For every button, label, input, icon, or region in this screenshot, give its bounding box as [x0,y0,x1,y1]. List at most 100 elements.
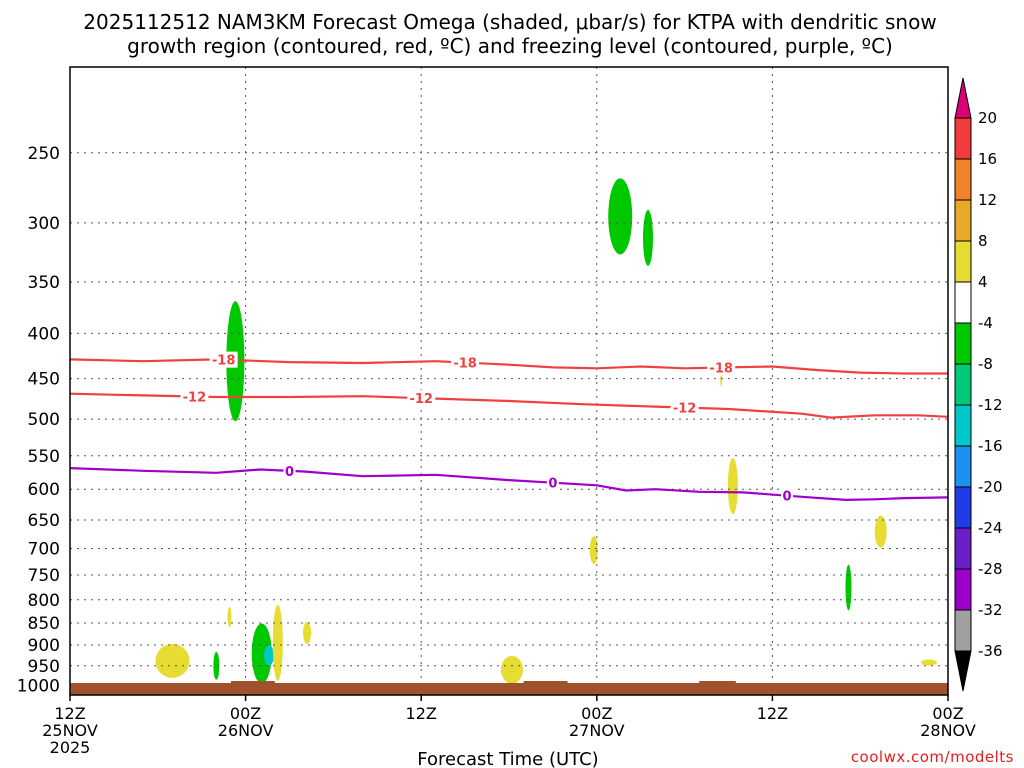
colorbar-segment [954,117,972,160]
omega-cell [643,209,654,266]
y-tick-label: 800 [28,591,60,611]
colorbar-segment [954,363,972,406]
contour-label: -12 [409,392,433,407]
omega-cell [272,604,283,681]
omega-cell [845,564,852,611]
omega-cell [155,643,190,678]
colorbar-segment [954,568,972,611]
contour-label-bg [407,390,436,407]
axes-layer: 2503003504004505005506006507007508008509… [17,66,976,757]
contour-label: 0 [285,465,294,480]
omega-cell [874,515,887,548]
y-tick-label: 600 [28,480,60,500]
y-tick-label: 400 [28,324,60,344]
contour-label-bg [781,487,794,504]
omega-cell [227,607,232,628]
x-tick-label: 00Z [932,704,963,723]
colorbar-tick-label: -24 [978,519,1003,537]
omega-cell [500,655,523,684]
omega-cell [264,645,275,666]
terrain-band [70,683,948,695]
contour-label: 0 [783,490,792,505]
plot-frame [69,66,949,696]
colorbar-segment [954,158,972,201]
chart-title-line1: 2025112512 NAM3KM Forecast Omega (shaded… [83,10,936,34]
x-tick-label: 00Z [581,704,612,723]
y-tick-label: 650 [28,511,60,531]
colorbar-segment [954,486,972,529]
colorbar-tick-label: -20 [978,478,1003,496]
contour-label-bg [451,354,480,371]
colorbar-top-arrow [954,77,972,119]
colorbar-tick-label: 12 [978,191,997,209]
colorbar-tick-label: -16 [978,437,1003,455]
chart-title-line2: growth region (contoured, red, ºC) and f… [127,34,893,58]
terrain-bump [699,681,736,684]
contour-line [69,358,948,375]
x-tick-label: 28NOV [920,721,976,740]
contour-line [69,467,949,502]
contour-label: -18 [453,357,477,372]
contour-label-bg [209,351,238,368]
x-tick-label: 27NOV [569,721,625,740]
y-tick-label: 950 [28,657,60,677]
grid-layer [70,67,948,695]
omega-cell [213,651,220,680]
colorbar: 20 16 12 8 4 -4 -8 -12 -16 -20 -24 -28 -32 -36 [954,77,1003,692]
colorbar-segment [954,322,972,365]
y-tick-label: 250 [28,144,60,164]
contour-label: -12 [183,390,207,405]
y-tick-label: 1000 [17,677,60,697]
x-tick-label: 12Z [406,704,437,723]
omega-shading-layer [155,178,937,684]
x-tick-label: 00Z [230,704,261,723]
omega-cell [727,457,738,514]
y-tick-label: 900 [28,636,60,656]
credit-text: coolwx.com/modelts [851,748,1014,766]
y-tick-label: 850 [28,614,60,634]
y-tick-label: 750 [28,566,60,586]
x-tick-label: 2025 [50,738,91,757]
omega-cell [251,623,272,684]
y-tick-label: 450 [28,370,60,390]
colorbar-segment [954,240,972,283]
contour-line [69,392,949,419]
contour-layer: -18 -18 -18 -12 -12 -12 0 0 0 [69,351,949,505]
x-tick-label: 25NOV [42,721,98,740]
omega-cell [920,659,937,666]
colorbar-segment [954,609,972,652]
contour-label: -12 [673,402,697,417]
contour-label-bg [670,399,699,416]
terrain-layer [70,681,948,695]
colorbar-tick-label: -28 [978,560,1003,578]
terrain-bump [523,681,568,684]
x-tick-label: 12Z [54,704,85,723]
contour-label-bg [707,359,736,376]
colorbar-tick-label: -12 [978,396,1003,414]
omega-cell [608,178,633,255]
y-tick-label: 300 [28,214,60,234]
contour-label: -18 [212,354,236,369]
x-tick-label: 12Z [757,704,788,723]
colorbar-tick-label: 8 [978,232,988,250]
colorbar-tick-label: 20 [978,109,997,127]
y-tick-label: 700 [28,539,60,559]
omega-cell [589,536,598,565]
x-axis-label: Forecast Time (UTC) [417,749,598,768]
x-tick-label: 26NOV [218,721,274,740]
colorbar-segment [954,199,972,242]
colorbar-tick-label: -36 [978,642,1003,660]
colorbar-bottom-arrow [954,650,972,692]
colorbar-segment [954,404,972,447]
contour-label: 0 [548,477,557,492]
colorbar-tick-label: 4 [978,273,988,291]
contour-label: -18 [709,362,733,377]
colorbar-tick-label: -32 [978,601,1003,619]
colorbar-tick-label: -4 [978,314,993,332]
contour-label-bg [546,474,559,491]
colorbar-tick-label: 16 [978,150,997,168]
y-tick-label: 500 [28,410,60,430]
colorbar-segment [954,445,972,488]
colorbar-segment [954,281,972,324]
